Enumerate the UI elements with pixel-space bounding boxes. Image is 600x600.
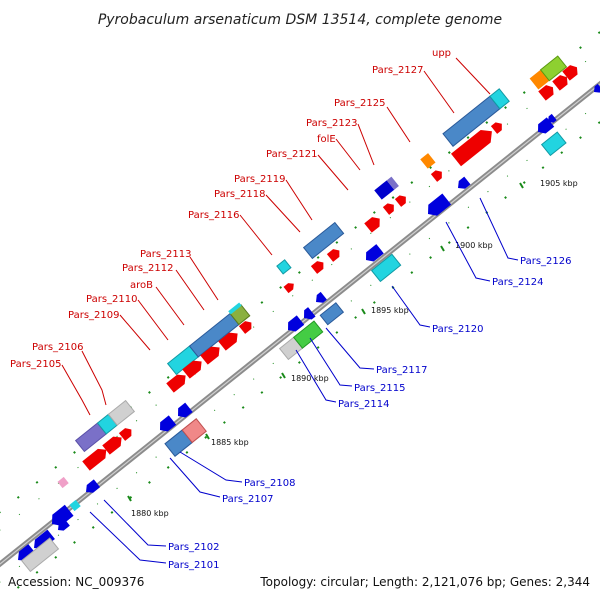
gene-label-arob[interactable]: aroB xyxy=(130,280,153,291)
tick-label-1905: 1905 kbp xyxy=(540,179,578,188)
tick-label-1880: 1880 kbp xyxy=(131,509,169,518)
topology-text: Topology: circular; Length: 2,121,076 bp… xyxy=(259,575,590,589)
forward-leader-lines xyxy=(61,57,491,416)
gene-label-pars-2124[interactable]: Pars_2124 xyxy=(492,277,543,288)
tick-label-1885: 1885 kbp xyxy=(211,438,249,447)
gene-label-fole[interactable]: folE xyxy=(317,134,336,145)
forward-strand-genes xyxy=(74,55,568,453)
gene-label-pars-2118[interactable]: Pars_2118 xyxy=(214,189,265,200)
gene-label-pars-2105[interactable]: Pars_2105 xyxy=(10,359,61,370)
gene-label-pars-2109[interactable]: Pars_2109 xyxy=(68,310,119,321)
reverse-strand-arrows xyxy=(18,83,600,561)
gene-label-pars-2110[interactable]: Pars_2110 xyxy=(86,294,137,305)
gene-label-pars-2126[interactable]: Pars_2126 xyxy=(520,256,571,267)
gene-label-pars-2102[interactable]: Pars_2102 xyxy=(168,542,219,553)
gene-label-pars-2106[interactable]: Pars_2106 xyxy=(32,342,83,353)
tick-label-1900: 1900 kbp xyxy=(455,241,493,250)
gene-label-pars-2121[interactable]: Pars_2121 xyxy=(266,149,317,160)
gene-label-pars-2119[interactable]: Pars_2119 xyxy=(234,174,285,185)
gene-label-pars-2112[interactable]: Pars_2112 xyxy=(122,263,173,274)
map-title: Pyrobaculum arsenaticum DSM 13514, compl… xyxy=(98,12,502,28)
gene-label-pars-2116[interactable]: Pars_2116 xyxy=(188,210,239,221)
accession-text: Accession: NC_009376 xyxy=(8,575,144,589)
reverse-strand-genes xyxy=(20,131,567,573)
gene-label-pars-2123[interactable]: Pars_2123 xyxy=(306,118,357,129)
gene-label-pars-2117[interactable]: Pars_2117 xyxy=(376,365,427,376)
major-ticks xyxy=(127,182,524,502)
forward-strand-arrows xyxy=(82,65,578,471)
reverse-leader-lines xyxy=(89,197,519,564)
gene-label-pars-2108[interactable]: Pars_2108 xyxy=(244,478,295,489)
gene-label-pars-2114[interactable]: Pars_2114 xyxy=(338,399,389,410)
gene-label-pars-2115[interactable]: Pars_2115 xyxy=(354,383,405,394)
gene-label-pars-2107[interactable]: Pars_2107 xyxy=(222,494,273,505)
tick-label-1890: 1890 kbp xyxy=(291,374,329,383)
gene-label-pars-2120[interactable]: Pars_2120 xyxy=(432,324,483,335)
gene-label-pars-2125[interactable]: Pars_2125 xyxy=(334,98,385,109)
gene-label-pars-2113[interactable]: Pars_2113 xyxy=(140,249,191,260)
gene-label-pars-2127[interactable]: Pars_2127 xyxy=(372,65,423,76)
tick-label-1895: 1895 kbp xyxy=(371,306,409,315)
gene-label-upp[interactable]: upp xyxy=(432,48,451,59)
gene-label-pars-2101[interactable]: Pars_2101 xyxy=(168,560,219,571)
tick-rows xyxy=(0,30,600,600)
